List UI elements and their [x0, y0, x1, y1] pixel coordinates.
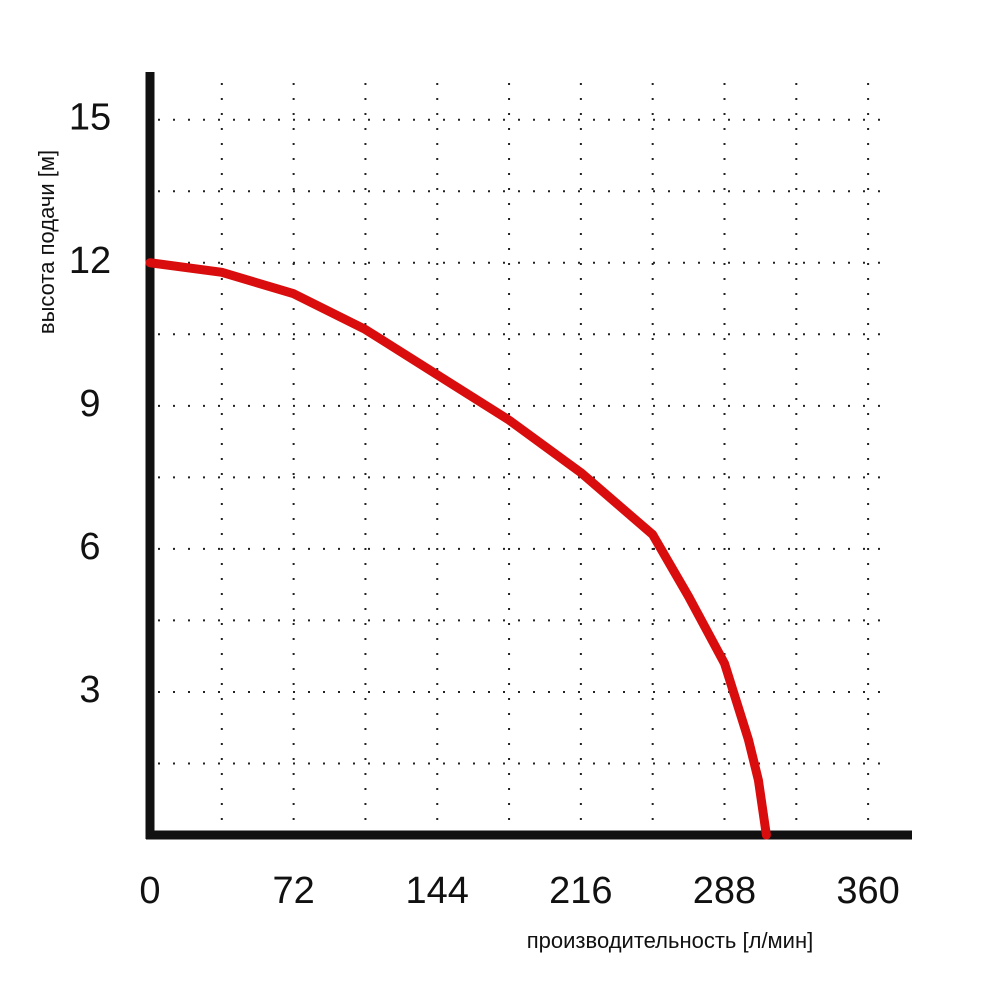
x-tick-label: 360 — [836, 870, 899, 912]
x-tick-label: 288 — [693, 870, 756, 912]
x-tick-label: 72 — [272, 870, 314, 912]
y-tick-label: 3 — [79, 669, 100, 711]
y-tick-label: 6 — [79, 526, 100, 568]
y-tick-label: 9 — [79, 383, 100, 425]
x-tick-label: 0 — [139, 870, 160, 912]
data-line — [145, 258, 771, 840]
x-axis-label: производительность [л/мин] — [527, 928, 813, 953]
y-tick-label: 15 — [69, 97, 111, 139]
y-tick-label: 12 — [69, 240, 111, 282]
x-tick-label: 216 — [549, 870, 612, 912]
y-axis-label: высота подачи [м] — [34, 150, 59, 334]
x-tick-label: 144 — [406, 870, 469, 912]
